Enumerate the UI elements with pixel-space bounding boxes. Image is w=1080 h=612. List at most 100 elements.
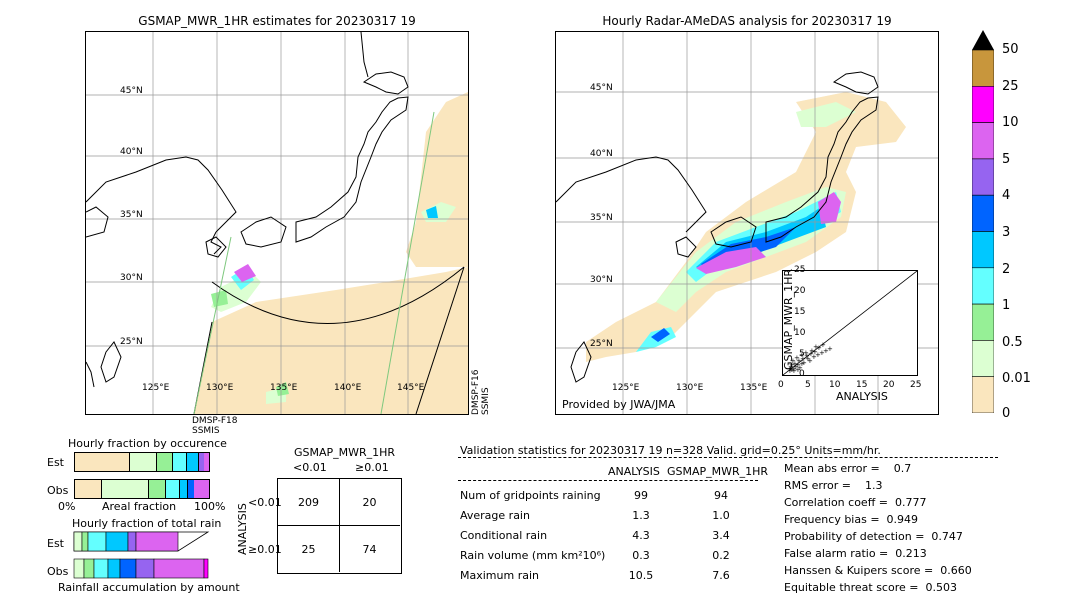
scatter-point: + (799, 360, 805, 368)
colorbar-segment (971, 85, 995, 123)
credit-text: Provided by JWA/JMA (562, 398, 676, 411)
colorbar-segment (971, 231, 995, 269)
stat-label: Rain volume (mm km²10⁶) (460, 549, 606, 562)
right-map-title: Hourly Radar-AMeDAS analysis for 2023031… (602, 14, 892, 28)
scatter-xtick: 0 (778, 380, 784, 390)
lon-label: 130°E (206, 383, 234, 393)
stat-label: Maximum rain (460, 569, 539, 582)
scatter-xtick: 25 (910, 380, 922, 390)
axis-left: 0% (58, 500, 76, 513)
left-map: 45°N 40°N 35°N 30°N 25°N 125°E 130°E 135… (85, 31, 469, 415)
scatter-point: + (787, 367, 793, 375)
scatter-ytick: 15 (794, 307, 806, 317)
colorbar-label: 25 (1002, 79, 1019, 94)
scatter-point: + (793, 363, 799, 371)
scatter-ylabel: GSMAP_MWR_1HR (782, 268, 795, 370)
occ-title: Hourly fraction by occurence (68, 437, 227, 450)
colorbar-label: 50 (1002, 42, 1019, 57)
lon-label: 130°E (676, 383, 704, 393)
lat-label: 30°N (120, 273, 143, 283)
score-row: Mean abs error = 0.7 (784, 462, 912, 475)
colorbar-segment (971, 158, 995, 196)
right-map: 45°N 40°N 35°N 30°N 25°N 125°E 130°E 135… (555, 31, 939, 415)
scatter-ytick: 20 (794, 286, 806, 296)
ctab-cell: 74 (362, 542, 377, 556)
lat-label: 30°N (590, 275, 613, 285)
stat-gsmap-value: 1.0 (712, 509, 730, 522)
scatter-point: + (815, 351, 821, 359)
lon-label: 135°E (270, 383, 298, 393)
scatter-point: + (795, 361, 801, 369)
colorbar-segment (971, 376, 995, 414)
sat-label-bottom-1: DMSP-F18 (192, 416, 238, 426)
col-gsmap: GSMAP_MWR_1HR (667, 465, 769, 478)
lat-label: 40°N (590, 149, 613, 159)
scatter-point: + (823, 347, 829, 355)
scatter-point: + (803, 349, 809, 357)
sat-label-bottom-2: SSMIS (192, 426, 220, 436)
scatter-point: + (800, 355, 806, 363)
stat-label: Conditional rain (460, 529, 548, 542)
ctab-title: GSMAP_MWR_1HR (294, 446, 396, 459)
lon-label: 125°E (612, 383, 640, 393)
stat-analysis-value: 4.3 (632, 529, 650, 542)
stat-analysis-value: 1.3 (632, 509, 650, 522)
scatter-point: + (808, 350, 814, 358)
left-map-title: GSMAP_MWR_1HR estimates for 20230317 19 (138, 14, 416, 28)
lat-label: 45°N (590, 83, 613, 93)
colorbar-segment (971, 303, 995, 341)
stat-gsmap-value: 7.6 (712, 569, 730, 582)
colorbar-label: 0 (1002, 406, 1011, 421)
stat-label: Num of gridpoints raining (460, 489, 601, 502)
ctab-col-label: ≥0.01 (355, 461, 389, 474)
stats-header: Validation statistics for 20230317 19 n=… (460, 444, 881, 457)
scatter-point: + (799, 351, 805, 359)
lon-label: 140°E (334, 383, 362, 393)
scatter-xtick: 20 (883, 380, 895, 390)
stat-analysis-value: 10.5 (628, 569, 654, 582)
occ-est-bar (74, 452, 210, 472)
colorbar-segment (971, 122, 995, 160)
scatter-ytick: 10 (794, 328, 806, 338)
colorbar-label: 1 (1002, 298, 1011, 313)
lat-label: 25°N (590, 339, 613, 349)
scatter-point: + (789, 366, 795, 374)
scatter-point: + (797, 364, 803, 372)
scatter-point: + (791, 365, 797, 373)
colorbar-label: 0.5 (1002, 335, 1023, 350)
ctab-cell: 25 (278, 526, 340, 572)
score-row: Probability of detection = 0.747 (784, 530, 963, 543)
ctab-row-label: ≥0.01 (248, 543, 282, 556)
scatter-point: + (809, 347, 815, 355)
stat-gsmap-value: 3.4 (712, 529, 730, 542)
left-map-canvas: 45°N 40°N 35°N 30°N 25°N 125°E 130°E 135… (86, 32, 468, 414)
ctab-col-label: <0.01 (293, 461, 327, 474)
colorbar-label: 10 (1002, 115, 1019, 130)
obs-label-2: Obs (47, 565, 69, 578)
lon-label: 145°E (397, 383, 425, 393)
lat-label: 35°N (120, 210, 143, 220)
ctab-row-label: <0.01 (248, 496, 282, 509)
scatter-point: + (804, 352, 810, 360)
scatter-ytick: 5 (799, 349, 805, 359)
scatter-point: + (801, 359, 807, 367)
occ-obs-bar (74, 479, 210, 499)
stat-label: Average rain (460, 509, 530, 522)
scatter-point: + (827, 345, 833, 353)
stat-gsmap-value: 94 (714, 489, 728, 502)
scatter-point: + (807, 357, 813, 365)
scatter-point: + (787, 365, 793, 373)
lon-label: 125°E (142, 383, 170, 393)
score-row: Equitable threat score = 0.503 (784, 581, 957, 594)
scatter-xtick: 15 (856, 380, 868, 390)
lat-label: 35°N (590, 213, 613, 223)
axis-right: 100% (194, 500, 226, 513)
colorbar-canvas (971, 30, 995, 414)
scatter-xlabel: ANALYSIS (836, 390, 888, 403)
scatter-ytick: 25 (794, 265, 806, 275)
contingency-table: 209 20 25 74 (277, 478, 402, 574)
score-row: Correlation coeff = 0.777 (784, 496, 927, 509)
lon-label: 135°E (740, 383, 768, 393)
lat-label: 25°N (120, 337, 143, 347)
stat-gsmap-value: 0.2 (712, 549, 730, 562)
